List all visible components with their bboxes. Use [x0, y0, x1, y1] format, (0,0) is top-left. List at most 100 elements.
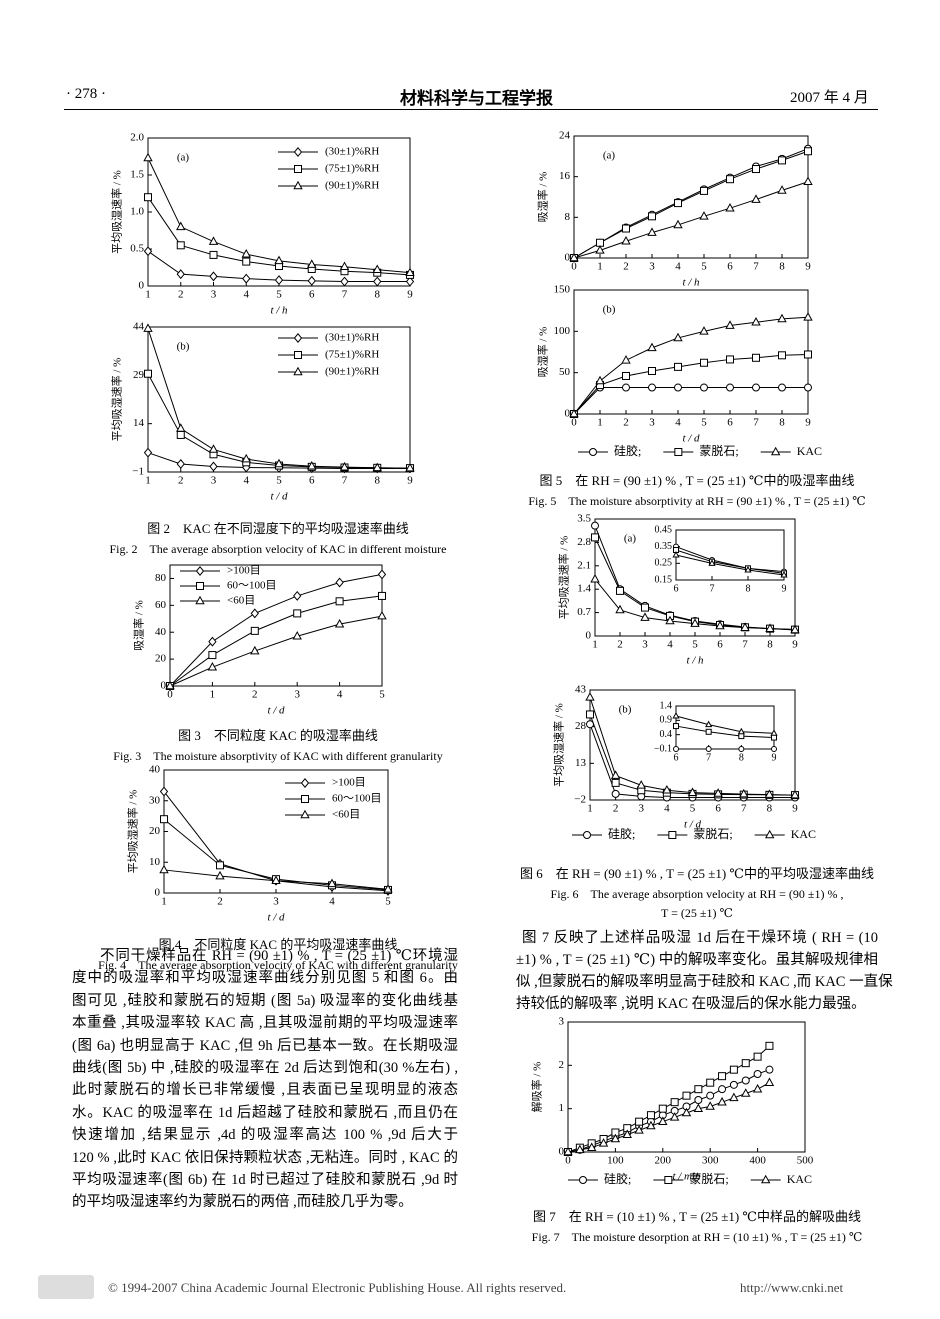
marker [208, 636, 217, 647]
x-tick-label: 4 [675, 417, 681, 429]
marker [705, 746, 712, 752]
marker [587, 1142, 597, 1151]
x-tick-label: 6 [674, 752, 679, 763]
marker [693, 1103, 704, 1112]
marker [610, 1133, 621, 1143]
marker [176, 423, 186, 432]
marker [741, 1088, 751, 1097]
marker [294, 351, 302, 359]
marker [405, 462, 415, 472]
series-line [169, 573, 383, 687]
marker [741, 1076, 750, 1085]
x-axis-label: t / d [682, 433, 700, 445]
marker [670, 1098, 679, 1107]
marker [585, 692, 595, 701]
marker [647, 342, 657, 352]
cnki-logo [38, 1275, 94, 1299]
series-line [573, 181, 809, 259]
marker [209, 271, 218, 282]
marker [377, 610, 387, 620]
x-tick-label: 8 [739, 752, 744, 763]
marker [250, 645, 260, 655]
marker [293, 333, 303, 343]
marker [777, 313, 787, 323]
x-tick-label: 8 [746, 583, 751, 594]
legend-label: KAC [787, 1172, 812, 1186]
marker [569, 408, 579, 418]
marker [725, 202, 735, 212]
y-tick-label: 14 [133, 417, 145, 429]
marker [726, 175, 734, 184]
paragraph-line: 的平均吸湿速率约为蒙脱石的两倍 ,而硅胶几乎为零。 [72, 1194, 413, 1211]
x-tick-label: 9 [407, 475, 413, 487]
marker [196, 582, 204, 590]
inset-frame [675, 529, 785, 581]
marker [726, 383, 734, 392]
x-tick-label: 4 [664, 803, 670, 815]
x-tick-label: 9 [407, 289, 413, 301]
marker [293, 147, 303, 157]
marker [590, 573, 600, 583]
x-tick-label: 9 [772, 752, 777, 763]
x-tick-label: 2 [178, 475, 184, 487]
marker [610, 770, 621, 779]
legend-label: 硅胶; [604, 1171, 631, 1186]
legend-label: 蒙脱石; [693, 826, 732, 841]
legend-label: KAC [791, 827, 816, 841]
marker [694, 1096, 703, 1104]
marker [674, 199, 682, 208]
marker [729, 1080, 738, 1089]
y-tick-label: 8 [565, 211, 571, 223]
marker [760, 1174, 771, 1184]
caption-en: T = (25 ±1) ℃ [661, 906, 733, 920]
marker [705, 720, 713, 728]
x-tick-label: 3 [211, 289, 217, 301]
marker [293, 609, 302, 618]
x-tick-label: 9 [805, 417, 811, 429]
marker [591, 533, 599, 542]
legend-label: 硅胶; [608, 826, 635, 841]
y-tick-label: 29 [133, 369, 145, 381]
x-tick-label: 0 [167, 689, 173, 701]
copyright: © 1994-2007 China Academic Journal Elect… [108, 1280, 567, 1295]
marker [641, 603, 649, 612]
marker [575, 1144, 585, 1154]
panel-label: (b) [177, 341, 190, 353]
marker [622, 371, 630, 380]
x-tick-label: 0 [565, 1155, 571, 1167]
legend-label: (75±1)%RH [325, 163, 379, 175]
marker [241, 453, 251, 463]
marker [726, 355, 734, 364]
marker [405, 267, 415, 276]
x-tick-label: 6 [715, 803, 721, 815]
x-axis-label: t / d [684, 819, 702, 831]
marker [583, 831, 591, 839]
x-axis-label: t / h [270, 305, 288, 317]
caption-cn: 图 7 在 RH = (10 ±1) % , T = (25 ±1) ℃中样品的… [533, 1209, 861, 1224]
caption-en: Fig. 6 The average absorption velocity a… [550, 887, 844, 901]
marker [634, 1125, 644, 1134]
y-tick-label: 50 [559, 366, 571, 378]
marker [209, 461, 218, 472]
marker [706, 1078, 715, 1087]
marker [307, 275, 316, 286]
marker [673, 219, 683, 229]
marker [673, 723, 679, 730]
marker [640, 612, 650, 621]
x-axis-label: t / d [270, 491, 288, 503]
paragraph-line: (图 6a) 也明显高于 KAC ,但 9h 后已基本一致。在长期吸湿 [72, 1037, 458, 1054]
marker [715, 620, 725, 630]
marker [672, 550, 680, 558]
caption-en: Fig. 3 The moisture absorptivity of KAC … [113, 749, 443, 763]
marker [778, 156, 786, 165]
marker [764, 829, 775, 839]
x-tick-label: 5 [276, 475, 282, 487]
marker [738, 746, 745, 752]
x-tick-label: 3 [294, 689, 300, 701]
marker [622, 1129, 632, 1138]
marker [622, 224, 630, 233]
x-tick-label: 9 [792, 639, 798, 651]
y-axis-label: 吸湿率 / % [536, 172, 550, 223]
marker [778, 383, 786, 392]
marker [665, 615, 675, 625]
